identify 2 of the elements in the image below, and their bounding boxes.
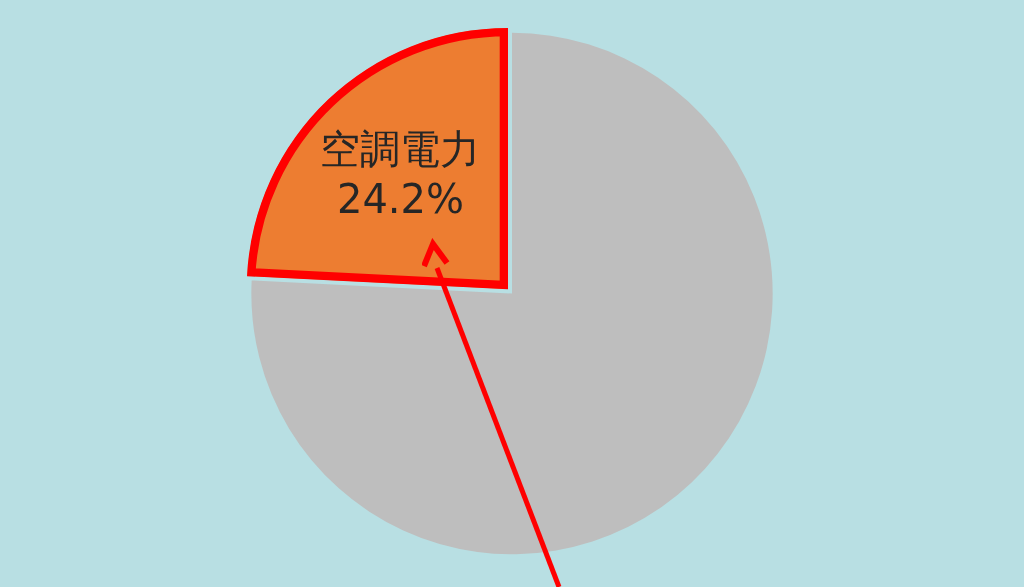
slice-label: 空調電力 [320, 125, 481, 172]
data-label: 24.2% [336, 175, 465, 222]
